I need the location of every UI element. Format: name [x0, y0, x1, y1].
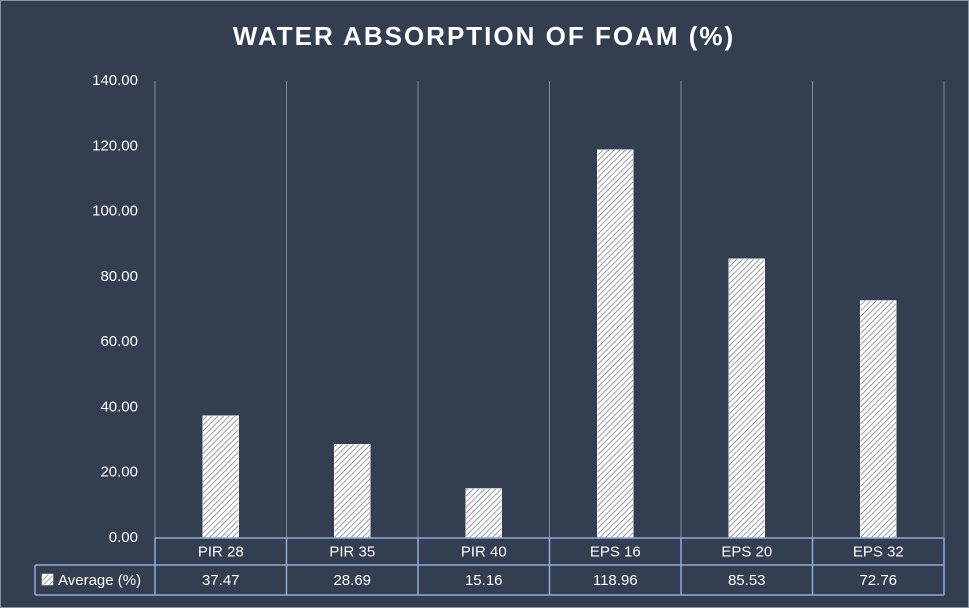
x-tick-label: EPS 16 [590, 543, 641, 560]
chart-title: WATER ABSORPTION OF FOAM (%) [233, 21, 735, 51]
data-table-value: 37.47 [202, 572, 240, 589]
bar [860, 300, 897, 539]
y-tick-label: 120.00 [92, 137, 138, 154]
y-tick-label: 60.00 [100, 333, 138, 350]
x-tick-label: PIR 40 [461, 543, 507, 560]
y-tick-label: 40.00 [100, 398, 138, 415]
bar [465, 488, 502, 539]
y-tick-label: 140.00 [92, 72, 138, 89]
y-tick-label: 0.00 [109, 529, 138, 546]
x-tick-label: PIR 28 [198, 543, 244, 560]
data-table-value: 85.53 [728, 572, 766, 589]
data-table-value: 118.96 [593, 572, 638, 589]
bar [202, 415, 239, 539]
x-tick-label: EPS 32 [853, 543, 904, 560]
data-table-value: 15.16 [465, 572, 503, 589]
x-tick-label: PIR 35 [329, 543, 375, 560]
legend-label: Average (%) [58, 572, 141, 589]
x-tick-label: EPS 20 [721, 543, 772, 560]
y-tick-label: 20.00 [100, 464, 138, 481]
y-tick-label: 100.00 [92, 203, 138, 220]
bar [334, 444, 371, 539]
data-table-value: 72.76 [859, 572, 897, 589]
data-table-value: 28.69 [333, 572, 371, 589]
y-tick-label: 80.00 [100, 268, 138, 285]
bar [597, 149, 634, 539]
bar [728, 258, 765, 539]
legend-key [41, 573, 54, 586]
